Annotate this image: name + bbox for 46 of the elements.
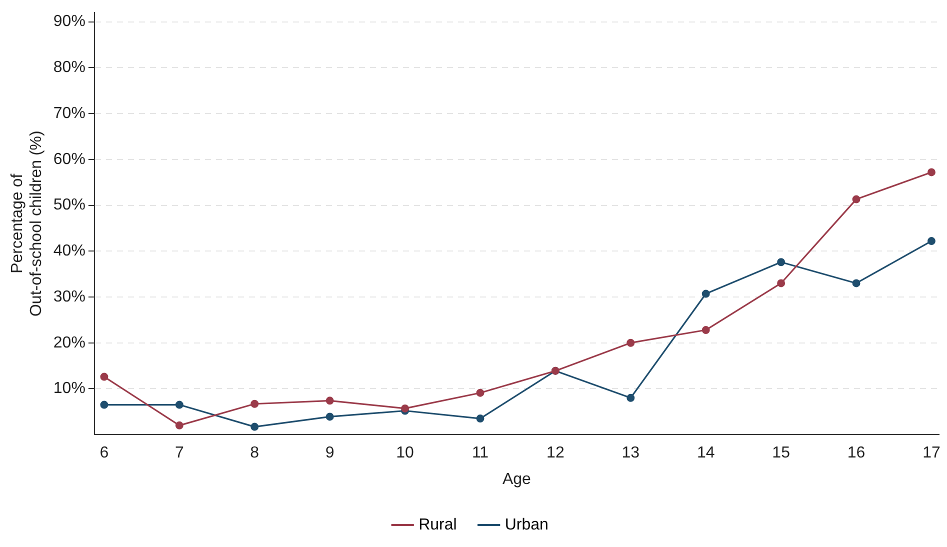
point: [326, 396, 334, 405]
point: [401, 404, 410, 412]
y-tick-label: 60%: [53, 150, 86, 168]
point: [852, 195, 860, 204]
point: [626, 338, 635, 347]
point: [702, 326, 710, 334]
point: [852, 279, 860, 288]
y-tick-label: 40%: [53, 242, 86, 260]
point: [927, 168, 936, 176]
y-tick-label: 70%: [53, 104, 86, 122]
x-tick-label: 17: [922, 444, 940, 462]
point: [927, 237, 936, 246]
point: [476, 414, 484, 423]
point: [100, 400, 108, 409]
point: [250, 400, 259, 408]
point: [476, 388, 484, 397]
point: [175, 421, 184, 430]
legend-label: Urban: [504, 516, 548, 534]
y-tick-label: 30%: [53, 288, 86, 306]
legend-label: Rural: [418, 516, 457, 534]
x-tick-label: 7: [174, 444, 184, 462]
y-tick-label: 90%: [53, 13, 86, 30]
x-tick-label: 12: [546, 444, 564, 462]
point: [777, 258, 786, 266]
x-tick-label: 16: [847, 444, 866, 462]
x-tick-label: 9: [325, 444, 334, 462]
point: [326, 412, 334, 421]
y-tick-label: 50%: [53, 196, 86, 214]
x-tick-label: 8: [250, 444, 260, 462]
point: [100, 372, 108, 381]
x-tick-label: 10: [396, 444, 414, 462]
x-tick-label: 11: [472, 444, 489, 462]
x-axis-title: Age: [502, 470, 532, 488]
y-tick-label: 10%: [53, 380, 86, 398]
point: [175, 400, 184, 409]
point: [250, 422, 259, 431]
x-tick-label: 14: [696, 444, 715, 462]
y-tick-label: 20%: [53, 334, 86, 352]
y-tick-label: 80%: [53, 59, 86, 76]
x-tick-label: 13: [622, 444, 640, 462]
point: [626, 394, 635, 402]
point: [702, 290, 710, 298]
point: [777, 279, 786, 288]
x-tick-label: 6: [100, 444, 109, 462]
y-axis-title: Percentage of Out-of-school children (%): [9, 130, 46, 317]
x-tick-label: 15: [772, 444, 790, 462]
